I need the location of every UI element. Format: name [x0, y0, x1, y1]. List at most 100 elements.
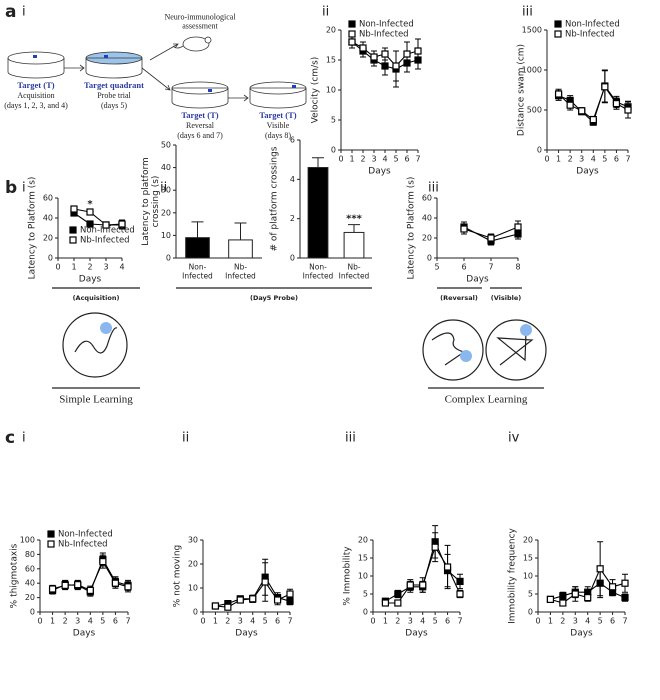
learning-schematics — [52, 287, 547, 389]
platform — [100, 322, 112, 334]
point — [286, 590, 294, 598]
x-tick-label: 2 — [568, 155, 573, 164]
y-axis-label: # of platform crossings — [270, 146, 280, 251]
x-tick-label: 4 — [250, 617, 255, 626]
y-tick-label: 1000 — [522, 66, 542, 75]
y-axis-label: % thigmotaxis — [10, 543, 20, 608]
point — [102, 221, 110, 229]
y-tick-label: 50 — [161, 141, 171, 150]
x-tick-label: 1 — [556, 155, 561, 164]
point — [111, 579, 120, 587]
y-tick-label: 20 — [358, 536, 368, 545]
point — [48, 585, 57, 593]
point — [487, 234, 495, 242]
y-axis-label: Distance swam (cm) — [517, 44, 527, 136]
panel-label: ii — [322, 5, 329, 20]
x-tick-label: 0 — [544, 155, 549, 164]
x-tick-label: 4 — [119, 263, 124, 272]
stage-text: Acquisition — [17, 91, 54, 100]
legend-marker — [47, 530, 55, 538]
x-tick-label: 0 — [37, 617, 42, 626]
y-tick-label: 40 — [161, 163, 171, 172]
stage-text: (days 8) — [265, 131, 291, 140]
point — [584, 593, 592, 602]
x-tick-label: 4 — [585, 617, 590, 626]
x-tick-label: Nb-Infected — [339, 263, 370, 281]
y-axis-label: Immobility frequency — [508, 527, 518, 623]
x-tick-label: 3 — [371, 155, 376, 164]
y-tick-label: 0 — [537, 146, 542, 155]
legend-label: Non-Infected — [565, 20, 620, 30]
x-tick-label: 8 — [515, 263, 520, 272]
stage-text: (days 6 and 7) — [177, 131, 223, 140]
group-label: (Day5 Probe) — [250, 294, 298, 302]
point — [514, 223, 522, 231]
pool — [7, 51, 65, 79]
y-tick-label: 20 — [25, 593, 35, 602]
assessment-label: Neuro-immunological assessment — [164, 12, 236, 30]
panel-label: a — [5, 2, 16, 22]
legend-marker — [554, 30, 562, 38]
x-tick-label: 6 — [445, 617, 450, 626]
point — [559, 599, 567, 607]
bar — [185, 237, 210, 259]
y-tick-label: 1500 — [522, 26, 542, 35]
x-tick-label: 5 — [598, 617, 603, 626]
arrow — [228, 94, 249, 102]
panel-label: i — [22, 5, 26, 20]
y-tick-label: 0 — [427, 254, 432, 263]
point — [348, 38, 356, 46]
y-tick-label: 60 — [43, 194, 53, 203]
y-tick-label: 2 — [290, 214, 295, 223]
panel-label: ii — [160, 181, 167, 196]
maze-diagram — [7, 36, 307, 109]
x-axis-label: Days — [405, 629, 428, 639]
panel-label: i — [22, 181, 26, 196]
x-tick-label: 2 — [63, 617, 68, 626]
y-tick-label: 10 — [326, 86, 336, 95]
y-tick-label: 0 — [528, 608, 533, 617]
point — [443, 563, 452, 571]
stage-title: Target (T) — [181, 110, 218, 120]
group-label: (Reversal) — [440, 294, 478, 302]
x-tick-label: 0 — [535, 617, 540, 626]
error-bar — [191, 221, 204, 238]
point — [621, 593, 629, 602]
x-tick-label: 5 — [434, 263, 439, 272]
pool — [171, 81, 229, 109]
x-tick-label: 2 — [225, 617, 230, 626]
x-tick-label: 1 — [548, 617, 553, 626]
panel-label: iv — [508, 431, 520, 446]
y-tick-label: 10 — [188, 584, 198, 593]
y-axis-label: Latency to Platform (s) — [407, 177, 417, 280]
x-tick-label: 7 — [125, 617, 130, 626]
maze-circle — [422, 319, 484, 381]
y-axis-label: Latency to Platform (s) — [28, 177, 38, 280]
stage-title: Target (T) — [259, 110, 296, 120]
x-tick-label: 5 — [263, 617, 268, 626]
legend-marker — [348, 20, 356, 28]
x-tick-label: 5 — [393, 155, 398, 164]
y-tick-label: 5 — [363, 590, 368, 599]
y-tick-label: 0 — [363, 608, 368, 617]
x-tick-label: 6 — [614, 155, 619, 164]
annotation: * — [87, 199, 93, 210]
swim-path — [431, 332, 466, 366]
point — [456, 590, 464, 598]
x-axis-label: Days — [235, 629, 258, 639]
point — [236, 596, 244, 604]
stage-text: (days 1, 2, 3, and 4) — [4, 101, 68, 110]
y-tick-label: 60 — [422, 194, 432, 203]
y-tick-label: 20 — [326, 26, 336, 35]
x-axis-label: Days — [368, 167, 391, 177]
stage-text: Visible — [267, 121, 290, 130]
point — [394, 590, 402, 598]
x-tick-label: 4 — [591, 155, 596, 164]
x-axis-label: Days — [73, 629, 96, 639]
legend-marker — [348, 30, 356, 38]
y-tick-label: 15 — [326, 56, 336, 65]
point — [596, 565, 604, 573]
x-tick-label: 0 — [200, 617, 205, 626]
y-tick-label: 40 — [25, 579, 35, 588]
